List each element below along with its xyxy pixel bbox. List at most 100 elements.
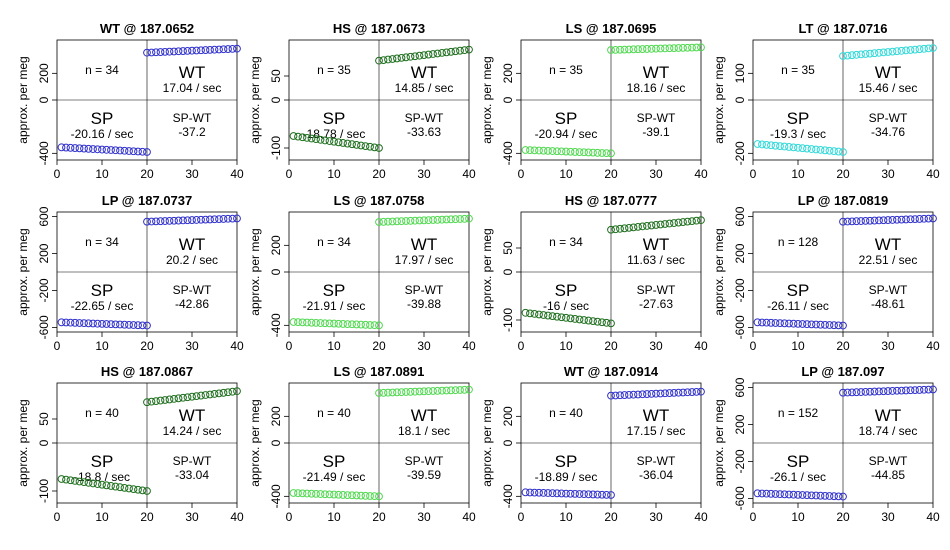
sp-point <box>767 489 775 498</box>
wt-point <box>652 221 660 229</box>
sp-point <box>530 488 539 497</box>
y-tick-label: 600 <box>733 206 747 226</box>
sp-point <box>80 319 88 328</box>
sp-point <box>803 320 811 329</box>
wt-point <box>447 215 455 224</box>
sp-point <box>789 143 798 152</box>
x-tick-label: 10 <box>791 510 805 524</box>
wt-point <box>625 390 633 399</box>
wt-rate: 14.24 / sec <box>163 424 222 438</box>
sp-point <box>812 320 820 329</box>
sp-point <box>530 310 539 318</box>
sp-point <box>294 132 302 141</box>
sp-point <box>294 489 302 498</box>
wt-point <box>679 43 687 52</box>
x-tick-label: 40 <box>926 510 940 524</box>
wt-point <box>893 386 901 395</box>
sp-point <box>289 318 298 326</box>
wt-point <box>165 47 174 56</box>
wt-label: WT <box>643 235 669 254</box>
wt-point <box>616 391 624 400</box>
wt-point <box>879 216 888 225</box>
x-tick-label: 10 <box>559 510 573 524</box>
sp-label: SP <box>787 281 810 300</box>
x-tick-label: 20 <box>140 510 154 524</box>
sp-point <box>370 492 379 501</box>
x-tick-label: 30 <box>881 510 895 524</box>
wt-point <box>393 388 401 397</box>
sp-point <box>557 313 566 322</box>
n-count: n = 40 <box>85 406 119 420</box>
sp-label: SP <box>323 109 346 128</box>
sp-point <box>821 320 829 329</box>
y-tick-label: -200 <box>37 278 51 302</box>
wt-point <box>839 388 847 397</box>
x-tick-label: 40 <box>694 339 708 353</box>
sp-point <box>589 317 597 326</box>
sp-point <box>111 320 120 329</box>
panel-title: HS @ 187.0867 <box>101 364 193 379</box>
sp-point <box>62 475 70 484</box>
wt-point <box>433 49 442 58</box>
y-axis-label: approx. per meg <box>248 228 262 315</box>
sp-point <box>75 144 84 153</box>
wt-point <box>456 46 464 55</box>
sp-point <box>298 133 307 142</box>
sp-point <box>143 148 151 156</box>
wt-point <box>897 386 906 395</box>
wt-point <box>210 45 219 54</box>
wt-rate: 18.74 / sec <box>859 424 918 438</box>
x-tick-label: 0 <box>286 167 293 181</box>
sp-point <box>93 319 102 328</box>
wt-point <box>161 396 169 404</box>
spwt-label: SP-WT <box>637 454 676 468</box>
spwt-label: SP-WT <box>405 111 444 125</box>
n-count: n = 152 <box>778 406 819 420</box>
sp-point <box>530 146 539 155</box>
wt-point <box>188 216 196 224</box>
wt-point <box>152 217 160 226</box>
wt-point <box>206 45 214 54</box>
wt-point <box>638 390 647 399</box>
sp-point <box>111 146 120 155</box>
wt-point <box>170 216 178 225</box>
x-tick-label: 30 <box>649 510 663 524</box>
y-tick-label: 50 <box>37 412 51 426</box>
wt-point <box>447 47 455 56</box>
sp-point <box>102 320 111 328</box>
wt-point <box>402 53 410 62</box>
sp-point <box>816 145 825 154</box>
sp-point <box>107 146 115 154</box>
spwt-value: -39.59 <box>407 468 441 482</box>
x-tick-label: 20 <box>140 339 154 353</box>
sp-point <box>575 490 584 498</box>
sp-rate: -16 / sec <box>543 299 589 313</box>
wt-point <box>875 387 883 396</box>
y-tick-label: -400 <box>269 313 283 337</box>
sp-point <box>89 479 97 488</box>
wt-point <box>393 54 401 63</box>
wt-point <box>183 393 192 402</box>
sp-point <box>794 490 802 499</box>
wt-point <box>634 222 642 231</box>
wt-point <box>861 50 870 58</box>
sp-point <box>521 488 530 497</box>
spwt-label: SP-WT <box>405 454 444 468</box>
sp-point <box>780 490 789 499</box>
wt-point <box>456 215 464 223</box>
wt-point <box>888 47 897 56</box>
sp-point <box>544 146 552 155</box>
wt-point <box>616 224 624 233</box>
wt-point <box>174 394 183 403</box>
wt-point <box>929 44 937 52</box>
wt-point <box>384 217 392 226</box>
panel-title: LS @ 187.0891 <box>334 364 425 379</box>
wt-point <box>379 388 388 397</box>
wt-point <box>438 49 446 57</box>
sp-point <box>544 311 552 320</box>
wt-point <box>647 389 656 398</box>
